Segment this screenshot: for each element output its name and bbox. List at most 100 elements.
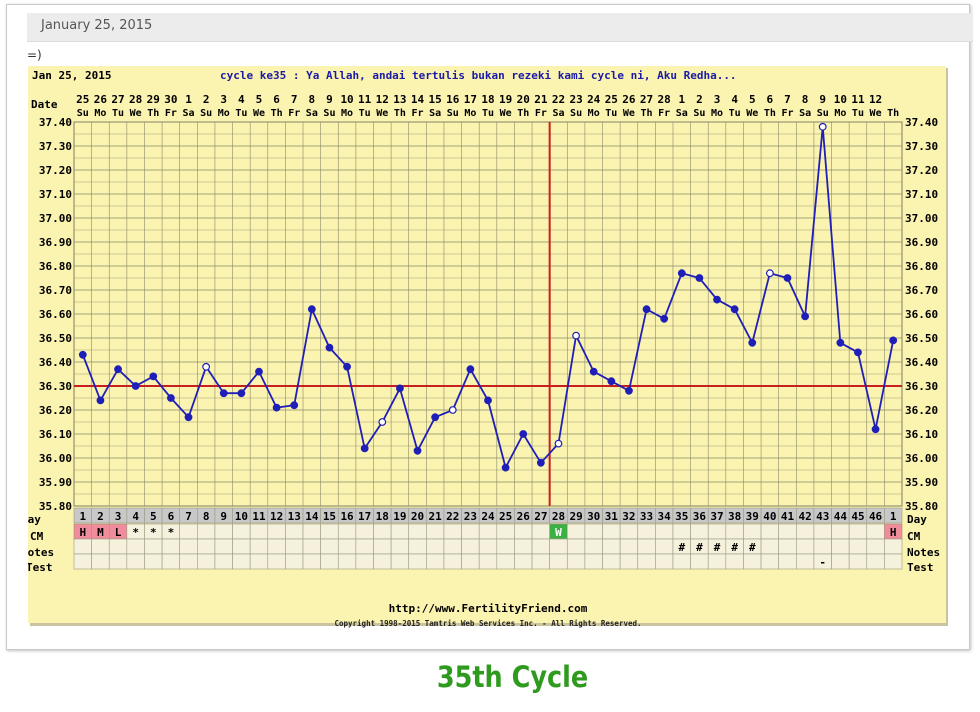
post-date: January 25, 2015 — [41, 18, 153, 33]
row-cell — [795, 553, 815, 570]
day-number-label: 30 — [587, 510, 600, 523]
day-number-label: 16 — [340, 510, 354, 523]
weekday-label: Su — [323, 108, 335, 119]
y-tick-label-right: 36.50 — [905, 332, 938, 345]
y-tick-label-left: 36.50 — [39, 332, 72, 345]
temperature-point — [149, 372, 158, 381]
row-cell — [884, 553, 903, 570]
row-cell — [197, 523, 216, 540]
row-cell — [478, 553, 498, 570]
row-cell — [566, 538, 586, 555]
test-row-label: Test — [28, 561, 53, 574]
day-number-label: 8 — [203, 510, 210, 523]
date-number-label: 18 — [481, 93, 494, 106]
row-cell — [831, 523, 850, 540]
cm-entry: * — [168, 526, 175, 539]
date-number-label: 15 — [429, 93, 442, 106]
temperature-point — [554, 439, 563, 448]
note-entry: # — [731, 541, 738, 554]
row-cell — [637, 553, 656, 570]
temperature-point — [572, 331, 580, 340]
temperature-point — [448, 406, 457, 414]
row-cell — [690, 553, 709, 570]
weekday-label: Su — [570, 108, 582, 119]
day-number-label: 12 — [270, 510, 283, 523]
test-row-label-right: Test — [907, 561, 934, 574]
cm-entry: L — [115, 526, 122, 539]
date-number-label: 25 — [605, 93, 618, 106]
y-tick-label-left: 36.70 — [39, 284, 72, 297]
row-cell — [531, 523, 550, 540]
row-cell — [690, 523, 709, 540]
weekday-label: Tu — [729, 108, 741, 119]
y-tick-label-right: 36.40 — [905, 356, 938, 369]
date-number-label: 16 — [446, 93, 460, 106]
row-cell — [619, 553, 639, 570]
row-cell — [813, 523, 832, 540]
cm-entry: H — [890, 526, 897, 539]
weekday-label: Tu — [235, 108, 247, 119]
row-cell — [214, 538, 233, 555]
row-cell — [655, 538, 674, 555]
row-cell — [725, 553, 744, 570]
day-number-label: 36 — [693, 510, 707, 523]
row-cell — [179, 523, 198, 540]
weekday-label: Fr — [165, 108, 177, 119]
row-cell — [373, 538, 392, 555]
row-cell — [707, 553, 727, 570]
row-cell — [813, 538, 832, 555]
y-tick-label-left: 36.40 — [39, 356, 72, 369]
row-cell — [743, 523, 762, 540]
day-number-label: 15 — [323, 510, 336, 523]
date-number-label: 17 — [464, 93, 477, 106]
weekday-label: Th — [147, 108, 159, 119]
chart-header-date: Jan 25, 2015 — [32, 69, 111, 82]
date-number-label: 8 — [802, 93, 809, 106]
weekday-label: Mo — [218, 108, 230, 119]
temperature-point — [748, 338, 757, 347]
weekday-label: Th — [394, 108, 406, 119]
day-number-label: 1 — [890, 510, 897, 523]
y-tick-label-left: 36.90 — [39, 236, 72, 249]
date-number-label: 6 — [767, 93, 774, 106]
row-cell — [778, 553, 797, 570]
temperature-point — [730, 305, 739, 314]
day-number-label: 24 — [481, 510, 495, 523]
temperature-point — [871, 425, 880, 434]
temperature-point — [466, 365, 475, 374]
day-number-label: 22 — [446, 510, 459, 523]
weekday-label: Th — [271, 108, 283, 119]
row-cell — [390, 538, 410, 555]
date-number-label: 5 — [749, 93, 756, 106]
day-number-label: 43 — [816, 510, 829, 523]
row-cell — [443, 523, 462, 540]
weekday-label: Sa — [306, 108, 318, 119]
y-tick-label-left: 36.60 — [39, 308, 72, 321]
y-tick-label-left: 37.20 — [39, 164, 72, 177]
date-number-label: 21 — [534, 93, 548, 106]
row-cell — [285, 538, 304, 555]
row-cell — [760, 553, 779, 570]
row-cell — [73, 553, 92, 570]
temperature-point — [114, 365, 122, 374]
weekday-label: We — [130, 108, 142, 119]
row-cell — [725, 523, 744, 540]
weekday-label: Su — [77, 108, 89, 119]
row-cell — [602, 523, 621, 540]
date-number-label: 4 — [238, 93, 245, 106]
row-cell — [144, 538, 163, 555]
date-number-label: 27 — [111, 93, 124, 106]
row-cell — [866, 538, 885, 555]
row-cell — [426, 538, 445, 555]
weekday-label: Sa — [429, 108, 441, 119]
temperature-point — [695, 274, 704, 282]
day-number-label: 39 — [746, 510, 759, 523]
date-number-label: 9 — [819, 93, 826, 106]
day-number-label: 35 — [675, 510, 688, 523]
row-cell — [249, 553, 269, 570]
temperature-point — [413, 446, 422, 455]
y-tick-label-right: 37.00 — [905, 212, 938, 225]
row-cell — [778, 523, 797, 540]
row-cell — [760, 523, 779, 540]
reference-lines-layer — [74, 122, 902, 506]
